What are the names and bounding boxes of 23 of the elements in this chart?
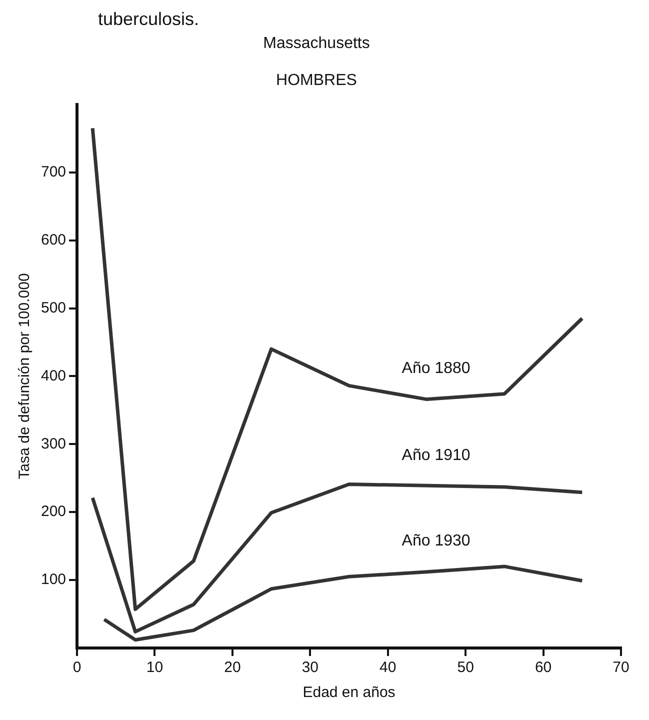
x-tick-label: 50 <box>457 659 474 676</box>
series-label: Año 1930 <box>402 532 470 550</box>
x-tick-label: 10 <box>146 659 164 676</box>
y-tick-label: 600 <box>40 231 66 248</box>
y-axis-title: Tasa de defunción por 100.000 <box>16 273 34 480</box>
series-label: Año 1880 <box>402 360 470 378</box>
text: tuberculosis. <box>97 8 200 30</box>
x-tick-label: 30 <box>302 659 318 676</box>
x-tick-label: 20 <box>224 659 241 676</box>
x-tick-label: 60 <box>534 659 552 676</box>
y-tick-label: 700 <box>40 163 66 180</box>
y-tick-label: 500 <box>40 299 66 316</box>
x-tick-label: 40 <box>380 659 396 676</box>
y-tick-label: 100 <box>40 571 66 588</box>
chart-subtitle: HOMBRES <box>276 72 357 90</box>
x-tick-label: 0 <box>72 659 82 676</box>
x-tick-label: 70 <box>612 659 630 676</box>
y-tick-label: 200 <box>40 503 66 520</box>
chart-title: Massachusetts <box>263 35 370 52</box>
y-tick-label: 300 <box>40 435 66 452</box>
series-label: Año 1910 <box>402 447 470 464</box>
x-axis-title: Edad en años <box>302 684 396 702</box>
y-tick-label: 400 <box>40 367 66 384</box>
